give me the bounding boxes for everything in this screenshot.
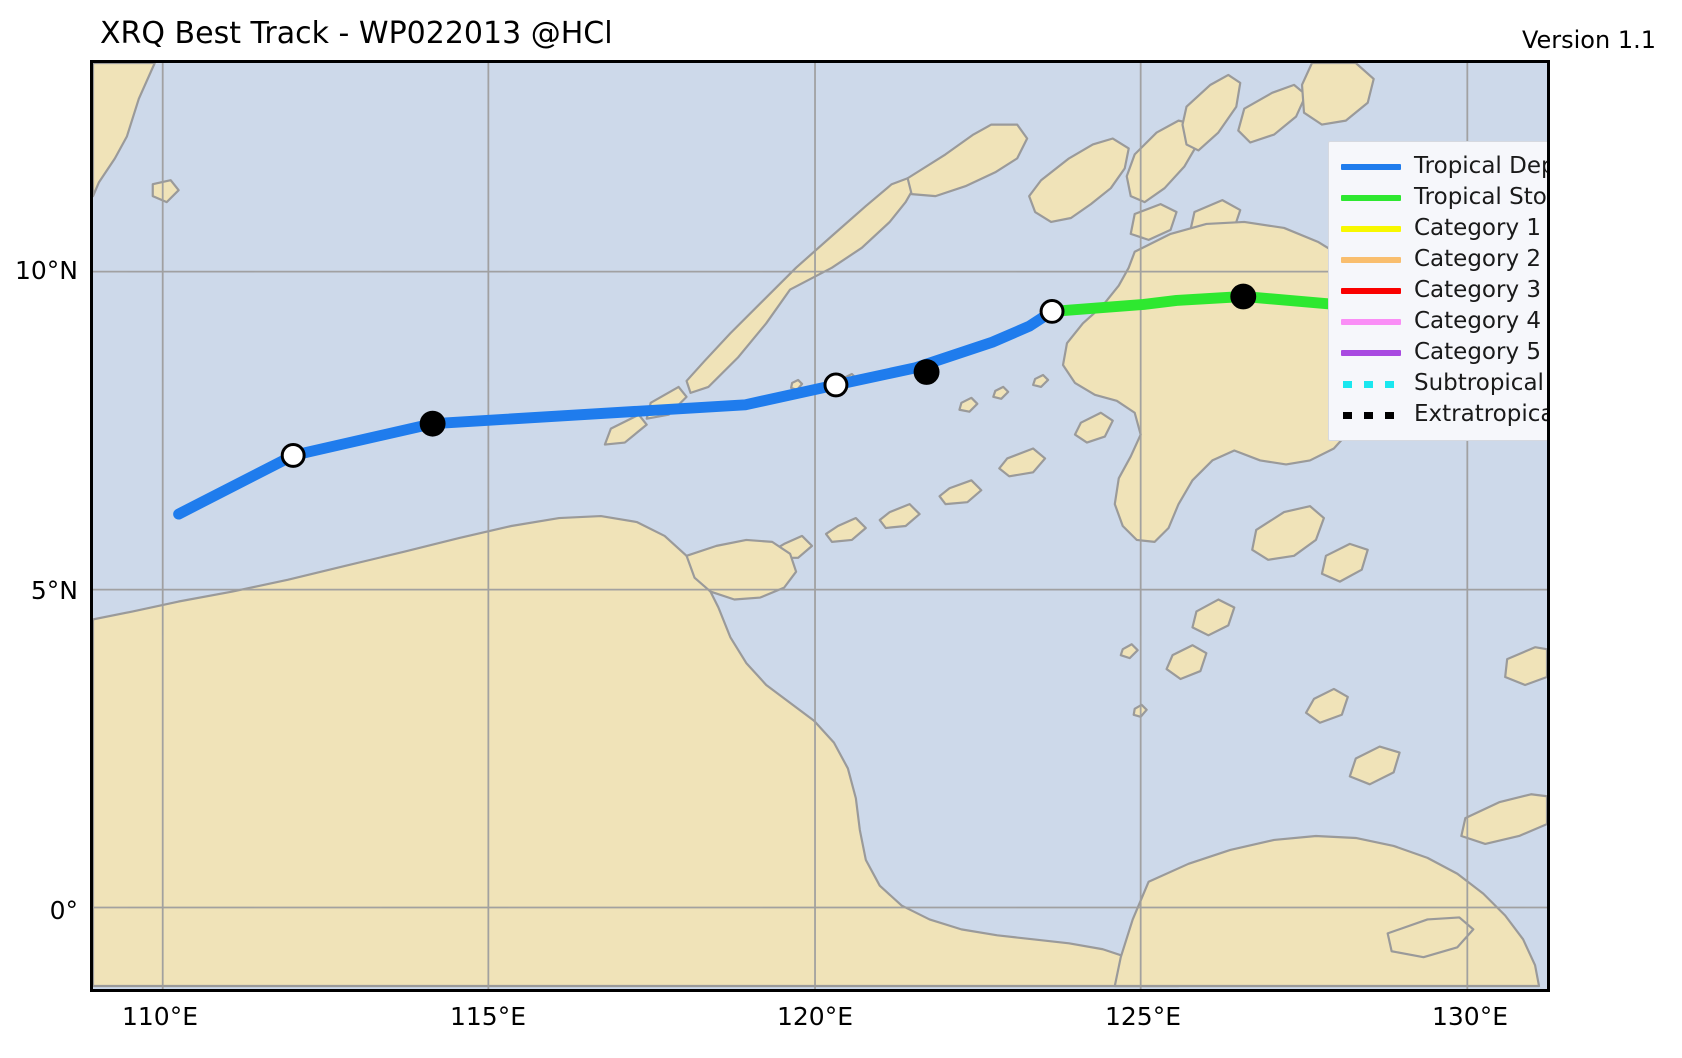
legend-label-category-5: Category 5: [1414, 339, 1542, 365]
legend-label-category-1: Category 1: [1414, 215, 1542, 241]
legend-swatch-category-2: [1341, 245, 1401, 275]
land-island-maluku-4: [1504, 646, 1547, 687]
land-speck-1: [958, 396, 979, 413]
land-island-se-3: [1191, 598, 1236, 637]
land-island-maluku-3: [1304, 687, 1349, 724]
land-jolo: [998, 447, 1047, 478]
land-mindoro: [906, 123, 1029, 198]
legend-item-category-4[interactable]: Category 4: [1341, 306, 1547, 337]
legend-item-subtropical[interactable]: Subtropical: [1341, 368, 1547, 399]
land-tawitawi: [824, 516, 867, 543]
land-island-se-1: [1251, 505, 1326, 561]
legend-swatch-category-3: [1341, 276, 1401, 306]
legend-item-tropical-depression[interactable]: Tropical Depression: [1341, 151, 1547, 182]
land-island-maluku-1: [1460, 793, 1547, 846]
legend-label-extratropical: Extratropical: [1414, 401, 1550, 427]
xtick-label-120e: 120°E: [776, 1002, 853, 1031]
ytick-label-5n: 5°N: [30, 576, 78, 605]
legend-label-category-4: Category 4: [1414, 308, 1542, 334]
xtick-label-125e: 125°E: [1104, 1002, 1181, 1031]
track-marker-filled-12utc: [419, 410, 446, 437]
track-marker-filled-12utc: [1230, 283, 1257, 310]
legend-swatch-category-5: [1341, 338, 1401, 368]
land-speck-3: [1032, 373, 1050, 388]
page-title: XRQ Best Track - WP022013 @HCl: [100, 16, 613, 51]
legend-label-category-3: Category 3: [1414, 277, 1542, 303]
legend-label-subtropical: Subtropical: [1414, 370, 1544, 396]
legend-item-category-3[interactable]: Category 3: [1341, 275, 1547, 306]
land-indochina: [93, 63, 156, 198]
land-island-se-4: [1165, 644, 1208, 681]
track-category-legend[interactable]: Tropical Depression Tropical Storm Categ…: [1328, 141, 1550, 441]
land-samar: [1300, 63, 1375, 126]
land-sulu-2: [878, 503, 921, 530]
track-marker-open-00utc: [823, 372, 849, 398]
track-marker-open-00utc: [1039, 298, 1065, 324]
legend-item-extratropical[interactable]: Extratropical: [1341, 399, 1550, 430]
legend-label-tropical-depression: Tropical Depression: [1414, 153, 1547, 179]
graticule-grid: [93, 63, 1547, 989]
ytick-label-10n: 10°N: [14, 256, 78, 285]
xtick-label-130e: 130°E: [1431, 1002, 1508, 1031]
land-negros: [1125, 119, 1200, 204]
land-island-maluku-2: [1348, 745, 1401, 786]
land-basilan: [1073, 411, 1114, 444]
legend-swatch-subtropical: [1341, 369, 1401, 399]
map-plot-area[interactable]: Tropical Depression Tropical Storm Categ…: [90, 60, 1550, 992]
land-small-island-nw: [151, 179, 180, 204]
land-island-maluku-5: [1386, 916, 1475, 959]
legend-swatch-category-4: [1341, 307, 1401, 337]
land-leyte: [1237, 83, 1308, 144]
land-speck-2: [992, 385, 1010, 400]
ytick-label-0: 0°: [49, 896, 78, 925]
legend-label-tropical-storm: Tropical Storm: [1414, 184, 1547, 210]
map-canvas: [93, 63, 1547, 989]
land-balabac: [603, 413, 648, 446]
land-island-se-2: [1320, 542, 1369, 583]
land-sulu-1: [938, 479, 983, 506]
version-label: Version 1.1: [1521, 26, 1656, 54]
land-cebu: [1181, 73, 1242, 152]
land-speck-7: [790, 378, 804, 391]
legend-item-category-2[interactable]: Category 2: [1341, 244, 1547, 275]
legend-item-tropical-storm[interactable]: Tropical Storm: [1341, 182, 1547, 213]
legend-swatch-extratropical: [1341, 400, 1401, 430]
land-siquijor: [1129, 202, 1178, 241]
legend-swatch-tropical-depression: [1341, 152, 1401, 182]
xtick-label-110e: 110°E: [121, 1002, 198, 1031]
land-speck-4: [1119, 643, 1139, 660]
track-marker-open-00utc: [280, 443, 306, 468]
legend-swatch-tropical-storm: [1341, 183, 1401, 213]
legend-swatch-category-1: [1341, 214, 1401, 244]
land-borneo: [93, 514, 1180, 988]
xtick-label-115e: 115°E: [449, 1002, 526, 1031]
land-panay: [1028, 137, 1130, 224]
legend-label-category-2: Category 2: [1414, 246, 1542, 272]
legend-item-category-1[interactable]: Category 1: [1341, 213, 1547, 244]
track-marker-filled-12utc: [913, 359, 940, 385]
land-palawan: [685, 177, 915, 394]
legend-item-category-5[interactable]: Category 5: [1341, 337, 1547, 368]
